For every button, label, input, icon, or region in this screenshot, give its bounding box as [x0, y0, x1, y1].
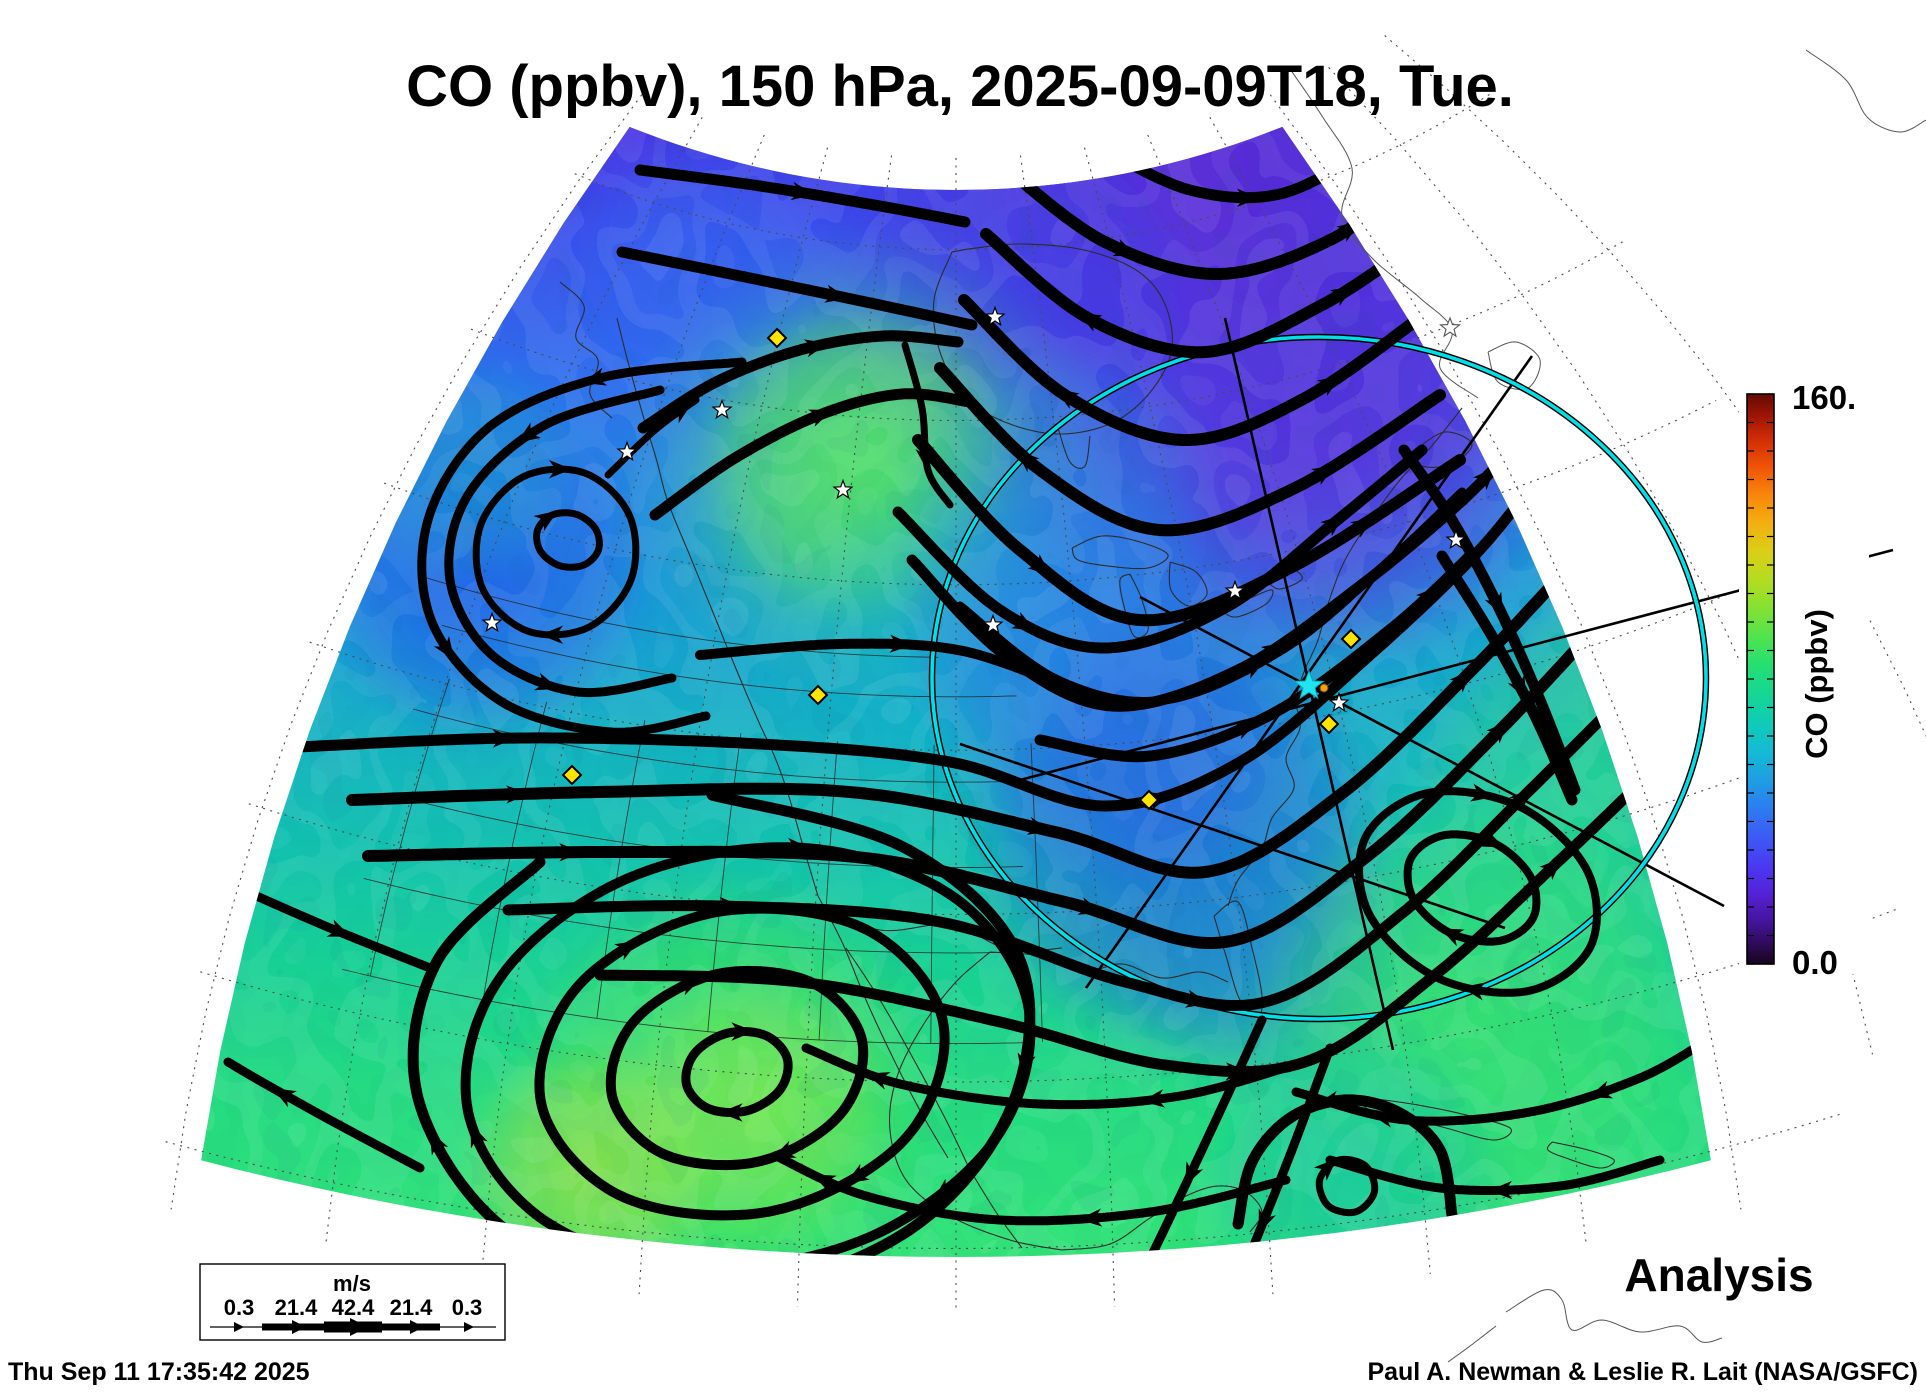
svg-text:Paul A. Newman & Leslie R. Lai: Paul A. Newman & Leslie R. Lait (NASA/GS… — [1367, 1358, 1918, 1386]
svg-text:42.4: 42.4 — [332, 1295, 376, 1320]
svg-text:0.3: 0.3 — [452, 1295, 483, 1320]
svg-text:0.3: 0.3 — [224, 1295, 255, 1320]
svg-text:21.4: 21.4 — [275, 1295, 319, 1320]
svg-text:CO (ppbv), 150 hPa, 2025-09-09: CO (ppbv), 150 hPa, 2025-09-09T18, Tue. — [406, 54, 1514, 119]
svg-text:m/s: m/s — [333, 1271, 371, 1296]
svg-text:Analysis: Analysis — [1624, 1249, 1813, 1301]
svg-text:21.4: 21.4 — [390, 1295, 434, 1320]
svg-text:0.0: 0.0 — [1792, 944, 1838, 981]
svg-text:160.: 160. — [1792, 379, 1856, 416]
svg-text:Thu Sep 11 17:35:42 2025: Thu Sep 11 17:35:42 2025 — [8, 1358, 310, 1386]
svg-text:CO (ppbv): CO (ppbv) — [1799, 609, 1834, 759]
